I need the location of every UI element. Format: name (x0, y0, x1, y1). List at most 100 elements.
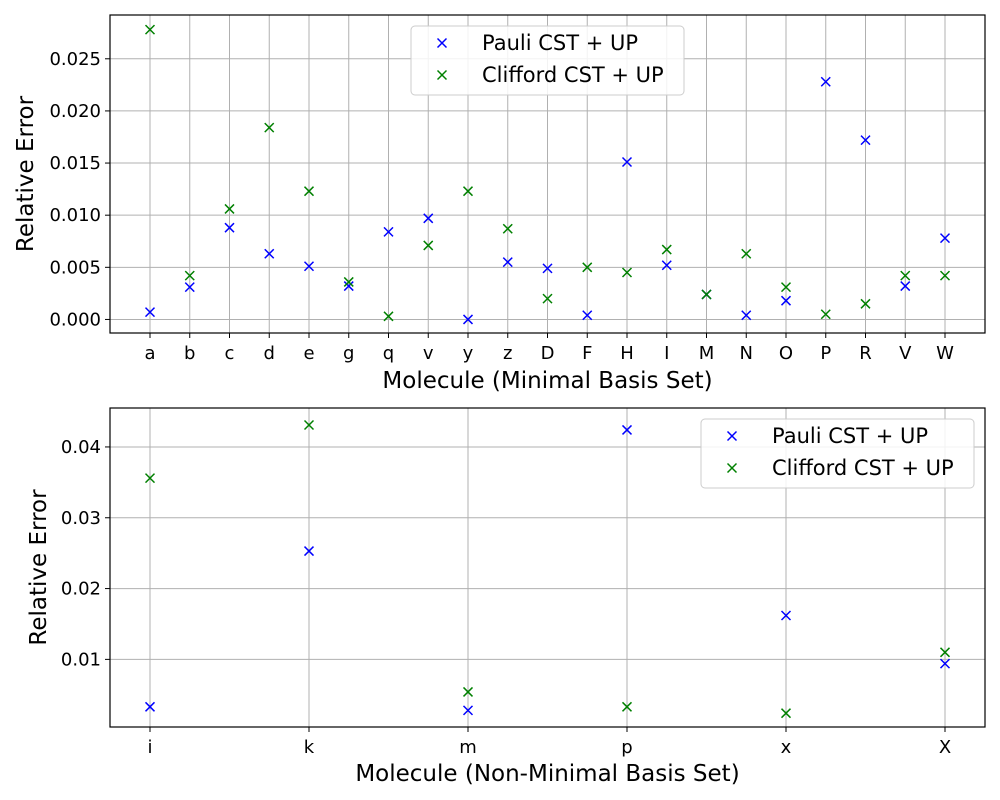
data-point (741, 310, 752, 321)
x-tick-label: k (304, 737, 315, 758)
x-tick-label: M (699, 343, 715, 364)
chart-panel-2: i k m p x X 0.01 0.02 0.03 0.04 Molecule (Non-Mini… (26, 407, 986, 787)
x-tick-label: H (620, 343, 634, 364)
data-point (741, 248, 752, 259)
data-point (462, 186, 474, 197)
data-point (383, 226, 394, 237)
data-point (224, 203, 235, 214)
data-point (860, 298, 871, 309)
data-point (502, 223, 513, 234)
data-point (343, 281, 354, 292)
x-tick-label: m (459, 737, 477, 758)
data-point (383, 311, 394, 322)
data-point (542, 293, 553, 304)
data-point (621, 701, 633, 712)
data-point (462, 686, 474, 697)
data-point (820, 309, 831, 320)
data-point (621, 156, 633, 168)
data-point (264, 122, 275, 133)
legend: Pauli CST + UP Clifford CST + UP (410, 25, 685, 96)
data-point (144, 24, 156, 35)
data-point (184, 270, 195, 281)
data-point (621, 267, 633, 278)
x-tick-label: c (225, 343, 235, 364)
x-tick-label: D (541, 343, 555, 364)
y-axis-label: Relative Error (13, 95, 39, 252)
y-tick-label: 0.015 (49, 153, 101, 174)
x-tick-label: X (939, 737, 951, 758)
x-axis-label: Molecule (Minimal Basis Set) (382, 368, 712, 394)
data-point (939, 233, 951, 244)
x-tick-label: i (147, 737, 152, 758)
y-tick-label: 0.01 (61, 649, 101, 670)
plot-frame (109, 14, 986, 334)
y-axis-label: Relative Error (26, 489, 52, 646)
y-tick-label: 0.02 (61, 579, 101, 600)
chart-panel-1: a b c d e g q v y z D F H I M N O P R V W 0.000 0.005 0.010 0.01… (13, 14, 986, 394)
data-point (423, 213, 434, 224)
x-tick-label: P (820, 343, 831, 364)
data-point (144, 307, 156, 318)
legend-marker (436, 69, 448, 81)
x-axis-label: Molecule (Non-Minimal Basis Set) (355, 761, 739, 787)
series-clifford (144, 419, 951, 719)
x-tick-label: I (664, 343, 669, 364)
data-point (939, 647, 951, 658)
legend-marker (726, 430, 738, 442)
data-point (820, 76, 831, 87)
data-point (343, 276, 354, 287)
plot-frame (109, 407, 986, 728)
data-point (582, 310, 593, 321)
y-tick-label: 0.000 (49, 309, 101, 330)
y-tick-label: 0.04 (61, 437, 101, 458)
data-point (144, 473, 156, 484)
legend-marker (726, 462, 738, 474)
legend-marker (436, 37, 448, 49)
data-point (621, 424, 633, 435)
data-point (780, 610, 792, 621)
data-point (939, 270, 951, 281)
data-point (144, 701, 156, 712)
x-tick-label: p (621, 737, 632, 758)
data-point (780, 708, 792, 719)
legend-box (410, 25, 685, 96)
data-point (701, 289, 712, 300)
data-point (184, 282, 195, 293)
data-point (542, 263, 553, 274)
x-tick-label: d (264, 343, 275, 364)
data-point (900, 270, 911, 281)
x-tick-label: z (503, 343, 512, 364)
x-tick-label: e (303, 343, 314, 364)
x-tick-label: q (383, 343, 394, 364)
data-point (303, 419, 315, 431)
data-point (582, 262, 593, 273)
x-tick-label: a (144, 343, 155, 364)
series-pauli (144, 424, 951, 716)
data-point (303, 261, 315, 272)
legend-label: Clifford CST + UP (772, 456, 954, 480)
data-point (303, 546, 315, 557)
data-point (900, 281, 911, 292)
data-point (264, 248, 275, 259)
legend-label: Pauli CST + UP (772, 424, 928, 448)
y-tick-label: 0.03 (61, 508, 101, 529)
x-tick-label: g (343, 343, 354, 364)
legend-label: Clifford CST + UP (482, 63, 664, 87)
legend: Pauli CST + UP Clifford CST + UP (700, 418, 975, 489)
legend-label: Pauli CST + UP (482, 31, 638, 55)
y-tick-label: 0.010 (49, 205, 101, 226)
y-tick-label: 0.005 (49, 257, 101, 278)
x-tick-label: R (859, 343, 872, 364)
data-point (423, 240, 434, 251)
data-point (224, 222, 235, 233)
x-tick-label: v (423, 343, 434, 364)
x-tick-label: V (899, 343, 912, 364)
data-point (661, 244, 672, 255)
y-tick-label: 0.025 (49, 49, 101, 70)
x-tick-label: N (740, 343, 753, 364)
legend-box (700, 418, 975, 489)
y-tick-label: 0.020 (49, 101, 101, 122)
series-clifford (144, 24, 951, 322)
x-tick-label: W (936, 343, 954, 364)
